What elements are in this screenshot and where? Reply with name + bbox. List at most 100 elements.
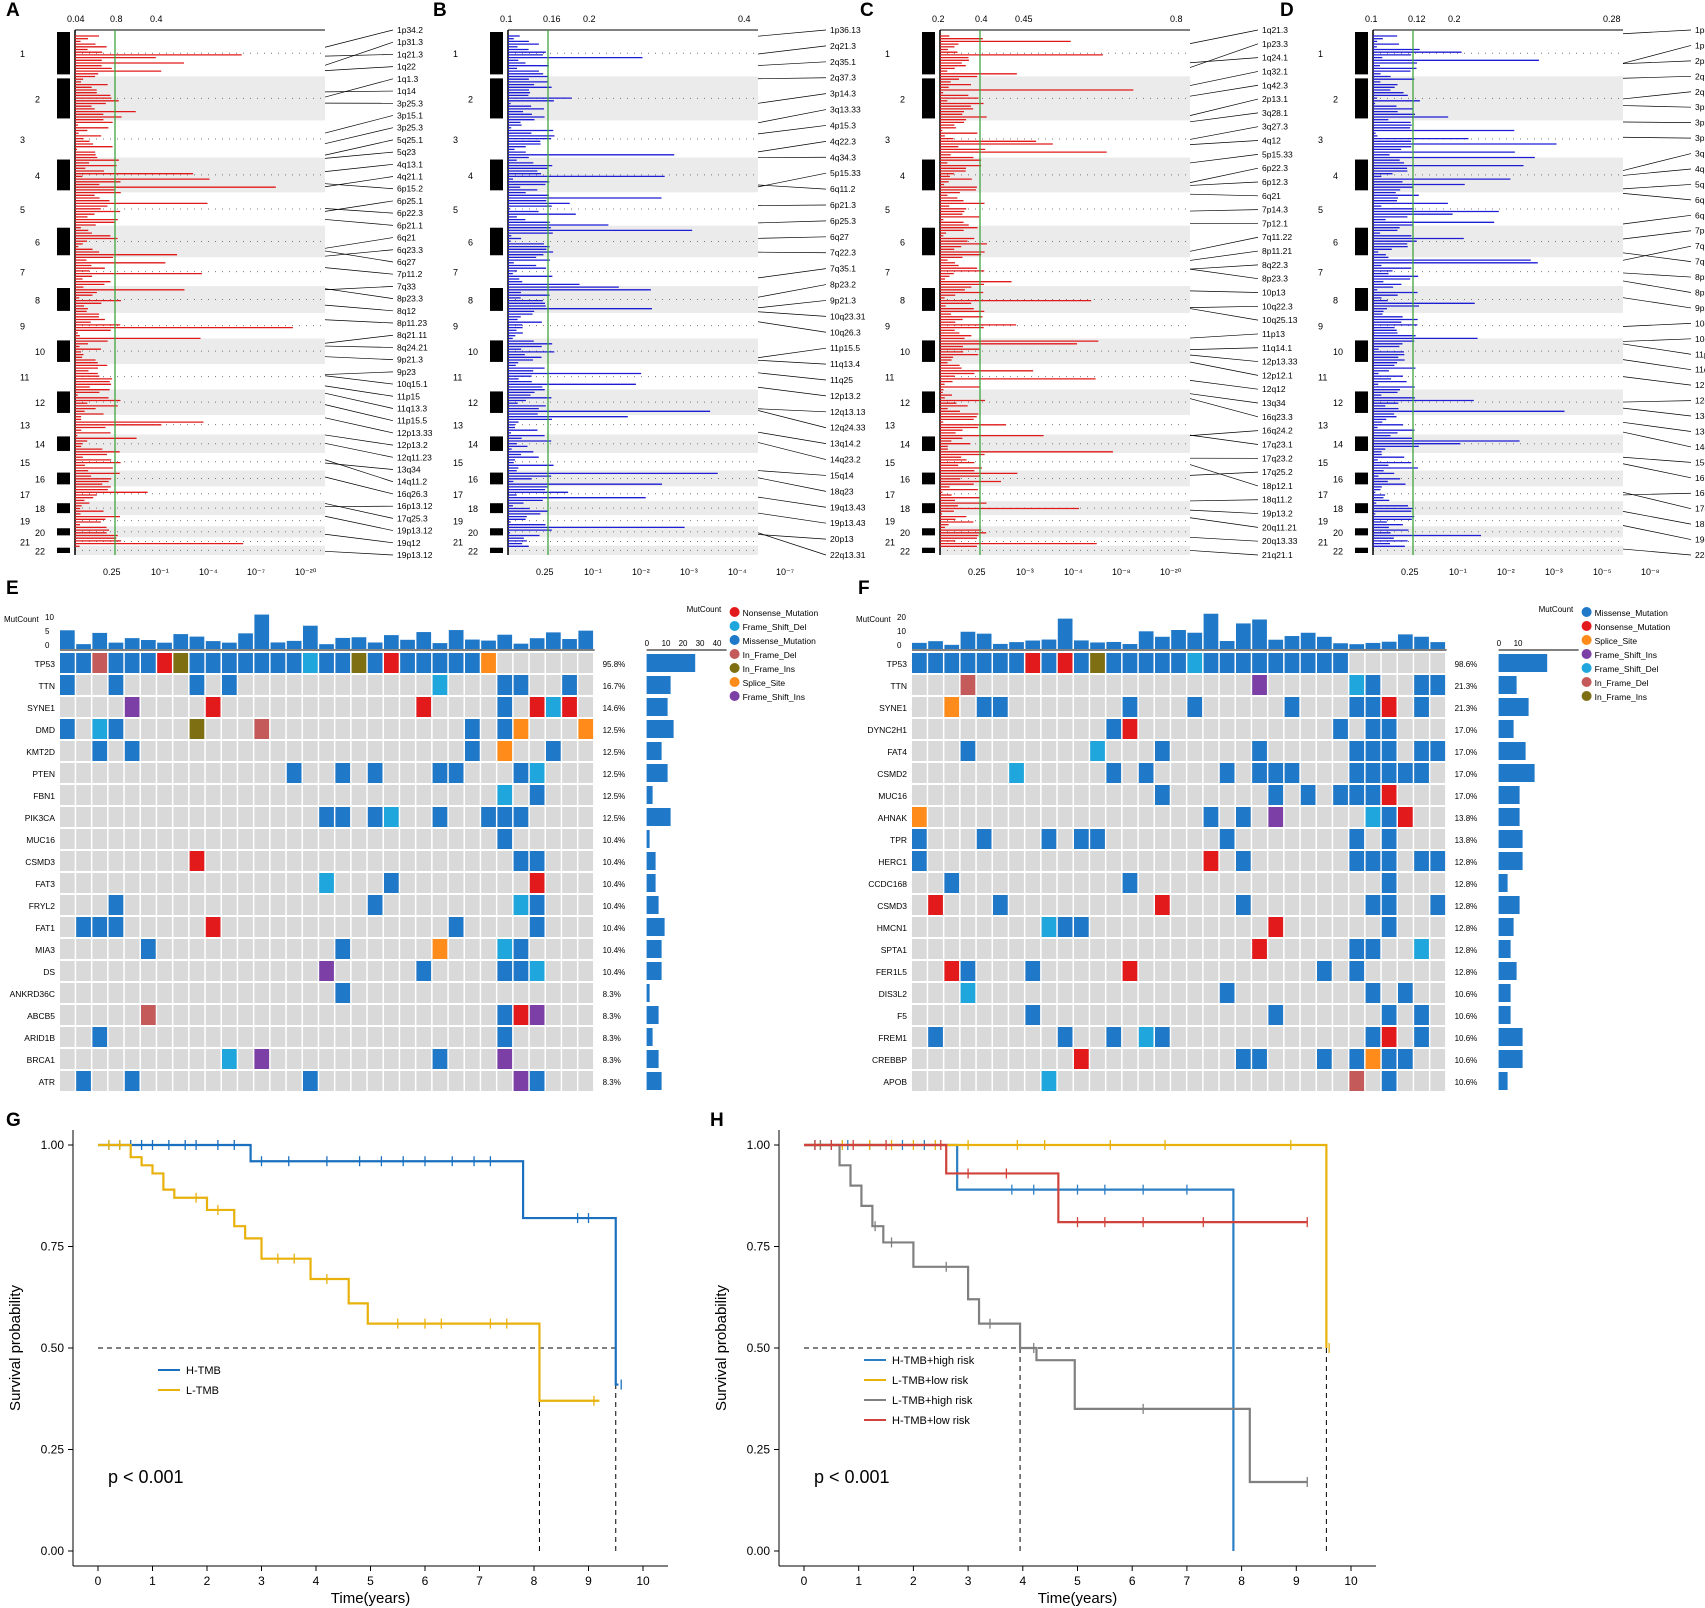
oncoplot-cell bbox=[303, 763, 318, 783]
chrom-bar bbox=[1355, 436, 1368, 451]
oncoplot-cell bbox=[1365, 1071, 1381, 1091]
chrom-bar bbox=[57, 436, 70, 451]
km-y-tick-label: 0.75 bbox=[41, 1240, 65, 1254]
oncoplot-cell bbox=[222, 895, 237, 915]
oncoplot-cell bbox=[976, 1005, 992, 1025]
oncoplot-cell bbox=[1268, 829, 1284, 849]
gene-label: FBN1 bbox=[33, 791, 55, 801]
mutation-cell bbox=[1090, 653, 1105, 673]
oncoplot-cell bbox=[1333, 741, 1348, 761]
tmb-tick-label: 20 bbox=[897, 613, 906, 622]
oncoplot-cell bbox=[1203, 1071, 1219, 1091]
mutation-cell bbox=[1025, 653, 1041, 673]
oncoplot-cell bbox=[1252, 895, 1267, 915]
tmb-bar bbox=[157, 642, 172, 649]
oncoplot-cell bbox=[448, 719, 464, 739]
cnv-top-tick-label: 0.45 bbox=[1015, 14, 1033, 24]
km-y-tick-label: 0.00 bbox=[747, 1544, 771, 1558]
cnv-top-tick-label: 0.4 bbox=[975, 14, 988, 24]
oncoplot-cell bbox=[497, 653, 513, 673]
oncoplot-cell bbox=[173, 851, 189, 871]
mutation-cell bbox=[448, 763, 464, 783]
oncoplot-cell bbox=[254, 1071, 270, 1091]
chrom-band bbox=[508, 338, 758, 364]
oncoplot-cell bbox=[1090, 983, 1105, 1003]
mutation-cell bbox=[1381, 697, 1397, 717]
mutation-cell bbox=[303, 1071, 318, 1091]
oncoplot-cell bbox=[1171, 763, 1186, 783]
cnv-cytoband-label: 1q21.3 bbox=[1262, 25, 1288, 35]
chrom-band bbox=[508, 545, 758, 555]
tmb-bar bbox=[1381, 641, 1397, 649]
oncoplot-cell bbox=[108, 697, 124, 717]
oncoplot-cell bbox=[319, 763, 334, 783]
chrom-label: 14 bbox=[900, 440, 910, 450]
oncoplot-cell bbox=[319, 895, 334, 915]
oncoplot-cell bbox=[173, 1049, 189, 1069]
oncoplot-cell bbox=[416, 1049, 432, 1069]
cnv-cytoband-label: 10q26.3 bbox=[1695, 334, 1705, 344]
oncoplot-cell bbox=[513, 1027, 529, 1047]
oncoplot-cell bbox=[578, 895, 594, 915]
mutation-cell bbox=[1187, 653, 1203, 673]
tmb-bar bbox=[1398, 634, 1413, 649]
cnv-cytoband-label: 22q13.31 bbox=[1695, 550, 1705, 560]
mutation-cell bbox=[1317, 653, 1332, 673]
oncoplot-cell bbox=[944, 675, 960, 695]
chrom-label: 17 bbox=[885, 490, 895, 500]
mutation-cell bbox=[1025, 961, 1041, 981]
oncoplot-cell bbox=[1284, 741, 1300, 761]
mutation-cell bbox=[157, 653, 172, 673]
km-x-tick-label: 9 bbox=[1293, 1574, 1300, 1588]
cnv-cytoband-label: 3p14.3 bbox=[830, 89, 856, 99]
cnv-cytoband-label: 9p23 bbox=[397, 367, 416, 377]
cnv-cytoband-label: 18p12.1 bbox=[1262, 481, 1293, 491]
side-tick-label: 0 bbox=[645, 639, 650, 648]
gene-label: CSMD2 bbox=[877, 769, 907, 779]
panel-letter-c: C bbox=[860, 0, 874, 21]
chrom-bar bbox=[57, 340, 70, 362]
oncoplot-cell bbox=[465, 785, 480, 805]
chrom-band bbox=[75, 389, 325, 415]
mutation-cell bbox=[1074, 653, 1089, 673]
oncoplot-cell bbox=[1219, 1071, 1235, 1091]
oncoplot-cell bbox=[1236, 1027, 1251, 1047]
oncoplot-cell bbox=[384, 917, 399, 937]
oncoplot-cell bbox=[1300, 829, 1316, 849]
chrom-label: 1 bbox=[1318, 49, 1323, 59]
mutation-cell bbox=[1138, 763, 1154, 783]
cnv-cytoband-label: 7p12.1 bbox=[1262, 218, 1288, 228]
oncoplot-cell bbox=[432, 785, 448, 805]
oncoplot-cell bbox=[960, 1071, 976, 1091]
cnv-leader-line bbox=[324, 356, 394, 361]
chrom-label: 11 bbox=[453, 373, 462, 383]
cnv-cytoband-label: 19p13.12 bbox=[397, 526, 433, 536]
panel-letter-e: E bbox=[6, 578, 19, 599]
oncoplot-cell bbox=[513, 873, 529, 893]
tmb-bar bbox=[1365, 642, 1381, 649]
oncoplot-cell bbox=[319, 1027, 334, 1047]
oncoplot-cell bbox=[1349, 917, 1365, 937]
mutation-cell bbox=[562, 675, 577, 695]
side-frequency-bar bbox=[646, 808, 671, 826]
legend-swatch bbox=[729, 663, 740, 673]
oncoplot-cell bbox=[1252, 873, 1267, 893]
oncoplot-cell bbox=[351, 895, 367, 915]
chrom-label: 16 bbox=[1333, 474, 1343, 484]
tmb-bar bbox=[124, 638, 140, 649]
mutation-cell bbox=[400, 653, 415, 673]
cnv-bottom-tick-label: 10⁻³ bbox=[1016, 567, 1034, 577]
chrom-bar bbox=[922, 227, 935, 256]
gene-percent-label: 98.6% bbox=[1455, 660, 1478, 669]
side-frequency-bar bbox=[646, 940, 662, 958]
side-frequency-bar bbox=[1498, 1072, 1508, 1090]
oncoplot-cell bbox=[465, 1005, 480, 1025]
cnv-leader-line bbox=[324, 459, 394, 483]
tmb-bar bbox=[1009, 642, 1024, 649]
oncoplot-cell bbox=[1025, 873, 1041, 893]
cnv-leader-line bbox=[757, 172, 827, 188]
cnv-cytoband-label: 4q21.1 bbox=[397, 172, 423, 182]
km-curve bbox=[98, 1143, 619, 1386]
mutation-cell bbox=[1041, 829, 1057, 849]
oncoplot-cell bbox=[1041, 785, 1057, 805]
